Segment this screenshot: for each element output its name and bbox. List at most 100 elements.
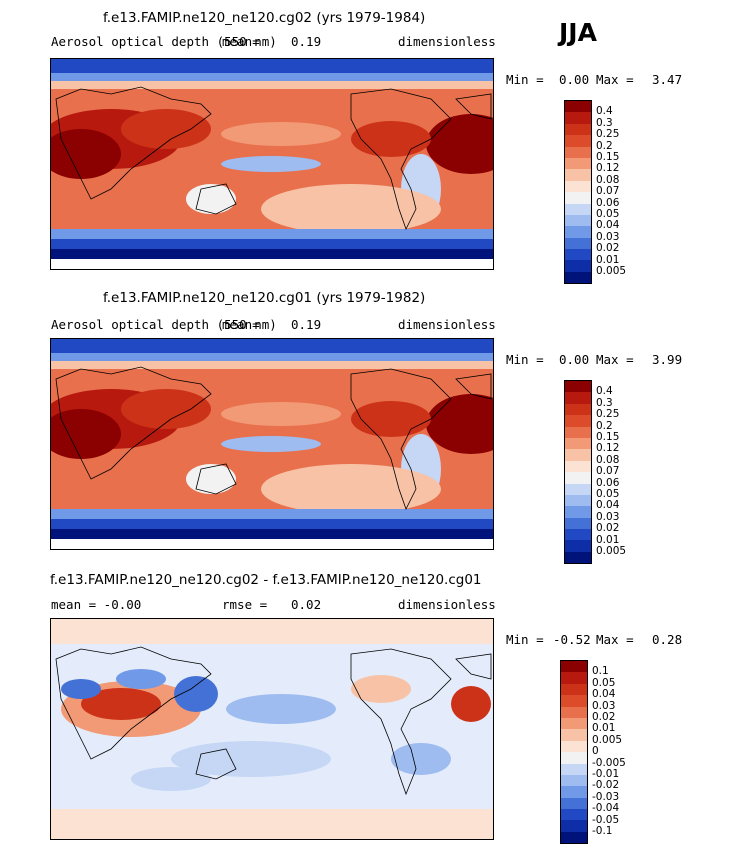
colorbar-swatch — [565, 540, 591, 552]
panel1-max-label: Max = — [596, 72, 634, 87]
panel3-max-value: 0.28 — [652, 632, 683, 647]
colorbar-swatch — [565, 135, 591, 147]
colorbar-swatch — [561, 752, 587, 764]
colorbar-swatch — [561, 695, 587, 707]
colorbar-level-label: 0.04 — [596, 499, 620, 512]
colorbar-swatch — [565, 237, 591, 250]
colorbar-swatch — [565, 483, 591, 495]
colorbar-swatch — [565, 169, 591, 181]
colorbar-level-label: 0.1 — [592, 665, 609, 678]
colorbar-swatch — [561, 683, 587, 696]
colorbar-level-label: 0.06 — [596, 476, 620, 489]
colorbar-swatch — [565, 494, 591, 507]
colorbar-level-label: 0.15 — [596, 151, 620, 163]
colorbar-level-label: 0.25 — [596, 128, 620, 141]
season-label: JJA — [559, 18, 597, 47]
colorbar-swatch — [561, 820, 587, 832]
colorbar-swatch — [565, 112, 591, 124]
colorbar-level-label: 0.03 — [596, 510, 620, 523]
colorbar-level-label: 0.2 — [596, 419, 613, 432]
colorbar-swatch — [561, 740, 587, 753]
panel2-mean-label: mean= — [222, 317, 260, 332]
panel1-mean-value: 0.19 — [291, 34, 322, 49]
colorbar-level-label: -0.02 — [592, 779, 620, 792]
panel1-map — [50, 58, 494, 270]
colorbar-level-label: 0.25 — [596, 408, 620, 421]
colorbar-level-label: 0.07 — [596, 465, 620, 478]
colorbar-level-label: 0.15 — [596, 431, 620, 443]
colorbar-swatch — [565, 101, 591, 113]
colorbar-swatch — [565, 403, 591, 416]
colorbar-swatch — [561, 809, 587, 821]
panel2-min-value: 0.00 — [559, 352, 590, 367]
panel1-map-field — [51, 59, 493, 269]
colorbar-level-label: -0.01 — [592, 768, 620, 780]
colorbar-swatch — [565, 123, 591, 136]
colorbar-swatch — [565, 260, 591, 272]
panel3-min-label: Min = — [506, 632, 544, 647]
colorbar-swatch — [565, 146, 591, 158]
panel1-title: f.e13.FAMIP.ne120_ne120.cg02 (yrs 1979-1… — [103, 10, 426, 26]
colorbar-level-label: 0.4 — [596, 105, 613, 118]
colorbar-level-label: 0.005 — [592, 733, 623, 746]
colorbar-swatch — [561, 763, 587, 775]
colorbar-level-label: -0.05 — [592, 813, 620, 826]
colorbar-swatch — [565, 426, 591, 438]
colorbar-swatch — [561, 672, 587, 684]
colorbar-level-label: 0.02 — [592, 711, 616, 723]
colorbar-level-label: 0.005 — [596, 265, 627, 277]
colorbar-level-label: 0.05 — [592, 676, 616, 689]
colorbar-level-label: 0.03 — [592, 699, 616, 712]
colorbar-swatch — [561, 786, 587, 798]
colorbar-level-label: 0.05 — [596, 488, 620, 500]
colorbar-swatch — [565, 271, 591, 284]
colorbar-level-label: 0.005 — [596, 545, 627, 557]
colorbar-level-label: 0.12 — [596, 162, 620, 175]
colorbar-level-label: 0.06 — [596, 196, 620, 209]
colorbar-level-label: 0.07 — [596, 185, 620, 198]
colorbar-swatch — [565, 472, 591, 484]
colorbar-swatch — [561, 717, 587, 730]
panel3-rmse-label: rmse = — [222, 597, 268, 612]
colorbar-level-label: 0.01 — [596, 253, 620, 266]
colorbar-swatch — [565, 180, 591, 193]
colorbar-swatch — [565, 517, 591, 530]
colorbar-level-label: -0.03 — [592, 790, 620, 803]
panel2-mean-value: 0.19 — [291, 317, 322, 332]
colorbar-swatch — [561, 831, 587, 844]
panel3-max-label: Max = — [596, 632, 634, 647]
colorbar-swatch — [565, 381, 591, 393]
panel1-min-value: 0.00 — [559, 72, 590, 87]
colorbar-swatch — [565, 449, 591, 461]
panel3-colorbar-swatches — [560, 660, 588, 845]
panel3-map-field — [51, 619, 493, 839]
colorbar-swatch — [565, 460, 591, 473]
colorbar-swatch — [565, 415, 591, 427]
colorbar-level-label: 0.2 — [596, 139, 613, 152]
colorbar-swatch — [561, 729, 587, 741]
panel1-min-label: Min = — [506, 72, 544, 87]
colorbar-swatch — [565, 226, 591, 238]
colorbar-swatch — [565, 157, 591, 170]
panel2-max-label: Max = — [596, 352, 634, 367]
colorbar-level-label: 0.03 — [596, 230, 620, 243]
colorbar-level-label: 0.02 — [596, 242, 620, 255]
colorbar-swatch — [565, 392, 591, 404]
panel3-rmse-value: 0.02 — [291, 597, 322, 612]
panel3-min-value: -0.52 — [553, 632, 591, 647]
panel1-units: dimensionless — [398, 34, 496, 49]
panel2-map-field — [51, 339, 493, 549]
colorbar-swatch — [565, 203, 591, 215]
panel2-units: dimensionless — [398, 317, 496, 332]
panel2-map — [50, 338, 494, 550]
colorbar-swatch — [561, 797, 587, 810]
colorbar-level-label: 0.02 — [596, 522, 620, 535]
panel3-map — [50, 618, 494, 840]
colorbar-swatch — [565, 551, 591, 564]
colorbar-swatch — [561, 661, 587, 673]
panel1-mean-label: mean= — [222, 34, 260, 49]
colorbar-swatch — [561, 706, 587, 718]
panel2-max-value: 3.99 — [652, 352, 683, 367]
colorbar-level-label: -0.1 — [592, 825, 613, 837]
colorbar-swatch — [565, 437, 591, 450]
